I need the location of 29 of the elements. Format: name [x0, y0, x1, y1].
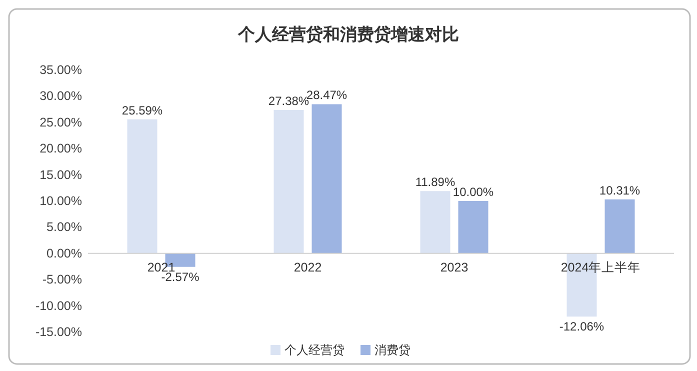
y-tick-label: 5.00% — [46, 220, 82, 234]
y-tick-label: 30.00% — [40, 89, 82, 104]
data-label: -12.06% — [559, 320, 604, 334]
bar — [312, 104, 342, 254]
y-tick-label: 0.00% — [46, 246, 82, 260]
y-tick-label: 25.00% — [40, 115, 82, 130]
data-label: 25.59% — [122, 103, 163, 118]
legend-label: 个人经营贷 — [284, 343, 344, 357]
y-tick-label: -15.00% — [35, 325, 82, 339]
x-tick-label: 2024年上半年 — [560, 260, 641, 274]
legend-label: 消费贷 — [374, 343, 410, 357]
y-tick-label: 20.00% — [40, 142, 82, 156]
y-tick-label: -10.00% — [35, 298, 82, 313]
x-tick-label: 2023 — [440, 260, 468, 274]
y-tick-label: 35.00% — [40, 63, 82, 77]
bar — [604, 199, 635, 254]
bar — [458, 201, 488, 254]
bar — [274, 110, 304, 254]
y-tick-label: 15.00% — [40, 168, 82, 182]
bar — [420, 191, 450, 254]
y-tick-label: -5.00% — [42, 272, 82, 287]
chart-title: 个人经营贷和消费贷增速对比 — [237, 25, 459, 44]
data-label: 10.00% — [452, 185, 494, 199]
data-label: 10.31% — [599, 183, 640, 198]
data-label: 11.89% — [415, 175, 456, 190]
bar — [127, 119, 158, 254]
x-tick-label: 2022 — [294, 260, 322, 274]
y-tick-label: 10.00% — [40, 194, 82, 208]
data-label: 27.38% — [268, 94, 310, 108]
